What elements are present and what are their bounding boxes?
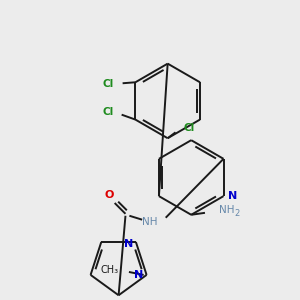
Text: 2: 2 — [234, 209, 240, 218]
Text: N: N — [228, 191, 238, 201]
Text: N: N — [134, 270, 144, 280]
Text: Cl: Cl — [103, 79, 114, 89]
Text: NH: NH — [219, 205, 234, 215]
Text: N: N — [124, 239, 133, 249]
Text: O: O — [104, 190, 113, 200]
Text: CH₃: CH₃ — [101, 265, 119, 275]
Text: Cl: Cl — [103, 107, 114, 117]
Text: Cl: Cl — [183, 123, 195, 134]
Text: NH: NH — [142, 217, 158, 226]
